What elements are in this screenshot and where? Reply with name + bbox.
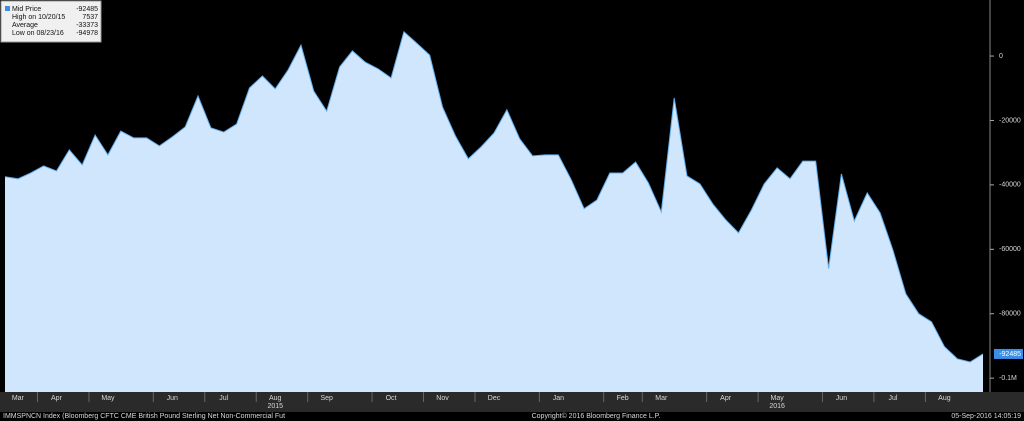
area-fill bbox=[5, 31, 983, 393]
y-tick-label: -0.1M bbox=[999, 375, 1017, 382]
y-tick-label: -20000 bbox=[999, 117, 1021, 124]
legend-value: 7537 bbox=[82, 14, 98, 21]
legend: Mid Price -92485 High on 10/20/15 7537 Avera… bbox=[0, 0, 102, 43]
legend-label: High on 10/20/15 bbox=[12, 14, 65, 21]
x-tick-label: Jul bbox=[219, 395, 228, 402]
x-tick-label: Jun bbox=[836, 395, 847, 402]
x-tick-label: Jun bbox=[167, 395, 178, 402]
year-label: 2015 bbox=[267, 403, 283, 410]
x-tick-label: Mar bbox=[655, 395, 668, 402]
x-tick-label: Oct bbox=[386, 395, 397, 402]
x-tick-label: Sep bbox=[320, 395, 333, 402]
legend-label: Average bbox=[12, 22, 38, 29]
footer-center: Copyright© 2016 Bloomberg Finance L.P. bbox=[532, 412, 661, 420]
x-tick-label: Aug bbox=[269, 395, 282, 402]
x-tick-label: May bbox=[101, 395, 115, 402]
footer-left: IMMSPNCN Index (Bloomberg CFTC CME Briti… bbox=[3, 413, 285, 420]
x-tick-label: Nov bbox=[436, 395, 449, 402]
legend-swatch bbox=[5, 6, 10, 11]
x-tick-label: Dec bbox=[488, 395, 501, 402]
legend-label: Mid Price bbox=[12, 6, 41, 13]
x-tick-label: May bbox=[770, 395, 784, 402]
x-tick-label: Mar bbox=[12, 395, 25, 402]
x-tick-label: Feb bbox=[617, 395, 629, 402]
x-tick-label: Jul bbox=[888, 395, 897, 402]
legend-value: -94978 bbox=[76, 30, 98, 37]
y-tick-label: -60000 bbox=[999, 246, 1021, 253]
year-label: 2016 bbox=[769, 403, 785, 410]
x-tick-label: Apr bbox=[720, 395, 732, 402]
x-tick-label: Apr bbox=[51, 395, 63, 402]
x-tick-label: Jan bbox=[553, 395, 564, 402]
y-tick-label: 0 bbox=[999, 53, 1003, 60]
footer-right: 05-Sep-2016 14:05:19 bbox=[951, 413, 1021, 420]
y-tick-label: -40000 bbox=[999, 182, 1021, 189]
x-tick-label: Aug bbox=[938, 395, 951, 402]
legend-value: -92485 bbox=[76, 6, 98, 13]
legend-label: Low on 08/23/16 bbox=[12, 30, 64, 37]
price-line bbox=[4, 30, 984, 363]
last-value-label: -92485 bbox=[999, 351, 1021, 358]
y-tick-label: -80000 bbox=[999, 311, 1021, 318]
last-value-box bbox=[994, 348, 1023, 359]
legend-value: -33373 bbox=[76, 22, 98, 29]
legend-box bbox=[0, 0, 102, 43]
